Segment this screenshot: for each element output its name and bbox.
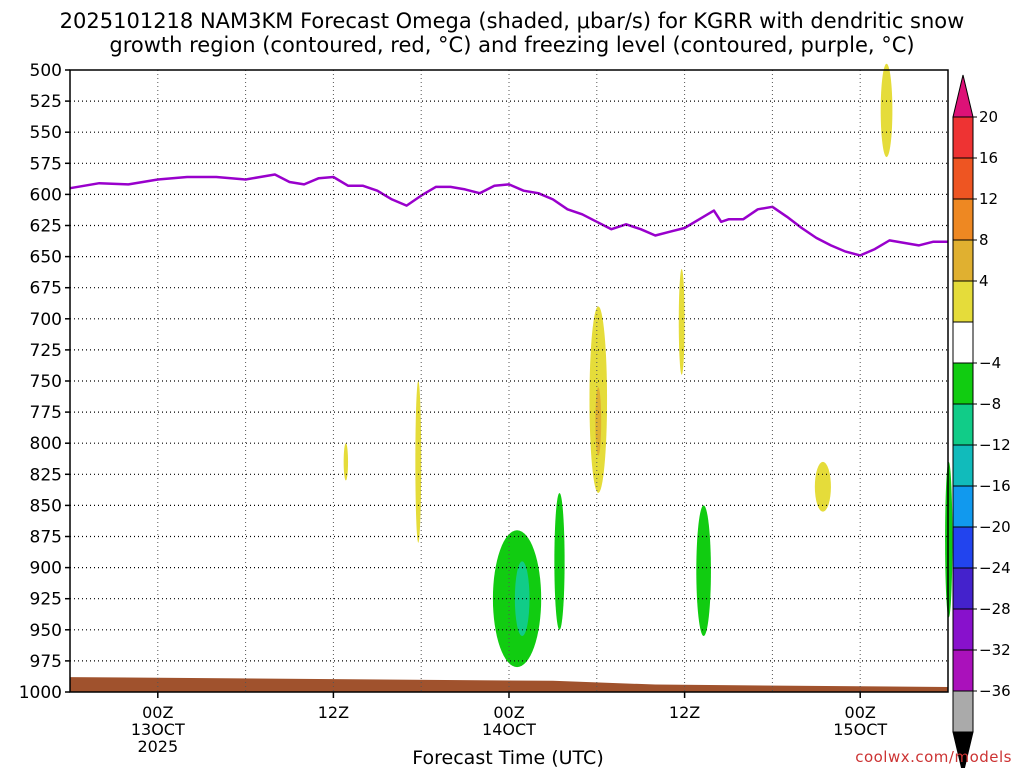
y-tick-label: 525 [30, 92, 62, 112]
colorbar-bottom-arrow [952, 731, 974, 772]
chart-title-line-2: growth region (contoured, red, °C) and f… [109, 33, 914, 57]
y-tick-label: 925 [30, 590, 62, 610]
y-tick-label: 500 [30, 61, 62, 81]
colorbar-tick-label: −12 [979, 436, 1011, 454]
colorbar-tick-label: 4 [979, 272, 989, 290]
x-tick-label: 14OCT [482, 720, 536, 739]
x-tick-label: 13OCT [131, 720, 185, 739]
colorbar-tick-label: 8 [979, 231, 989, 249]
x-axis-label: Forecast Time (UTC) [412, 747, 603, 768]
x-tick-label: 00Z [845, 703, 876, 722]
x-tick-label: 00Z [493, 703, 524, 722]
y-tick-label: 800 [30, 434, 62, 454]
y-tick-label: 725 [30, 341, 62, 361]
x-tick-label: 12Z [669, 703, 700, 722]
omega-region-3 [554, 492, 565, 630]
y-tick-label: 900 [30, 559, 62, 579]
y-tick-label: 675 [30, 279, 62, 299]
omega-region-11 [814, 461, 831, 512]
axes: 500 525 550 575 600 625 650 675 700 725 750 775 800 8… [19, 61, 949, 756]
terrain-band [70, 677, 948, 692]
colorbar-tick-label: 20 [979, 108, 998, 126]
omega-region-10 [678, 269, 685, 375]
y-tick-label: 650 [30, 248, 62, 268]
y-tick-label: 1000 [19, 683, 62, 703]
colorbar-tick-label: −16 [979, 477, 1011, 495]
y-tick-label: 950 [30, 621, 62, 641]
y-tick-label: 775 [30, 403, 62, 423]
chart-title-line-1: 2025101218 NAM3KM Forecast Omega (shaded… [60, 9, 965, 33]
y-tick-label: 625 [30, 217, 62, 237]
colorbar-tick-label: −4 [979, 354, 1001, 372]
plot-area [69, 63, 953, 692]
x-tick-label: 00Z [142, 703, 173, 722]
y-tick-label: 825 [30, 465, 62, 485]
omega-region-9 [595, 387, 602, 456]
colorbar: 20 16 12 8 4 −4 −8 −12 −16 −20 −24 −28 −32 −36 [952, 74, 1011, 772]
colorbar-box [952, 444, 974, 487]
colorbar-box [952, 485, 974, 528]
colorbar-box [952, 116, 974, 159]
freezing-level-line [69, 173, 948, 257]
colorbar-box [952, 567, 974, 610]
x-tick-label: 2025 [137, 737, 178, 756]
colorbar-box [952, 690, 974, 733]
colorbar-tick-label: −24 [979, 559, 1011, 577]
omega-region-6 [343, 443, 349, 481]
colorbar-box [952, 157, 974, 200]
colorbar-box [952, 608, 974, 651]
colorbar-box [952, 198, 974, 241]
y-tick-label: 850 [30, 496, 62, 516]
y-tick-label: 875 [30, 528, 62, 548]
colorbar-tick-label: −8 [979, 395, 1001, 413]
colorbar-box [952, 362, 974, 405]
y-tick-label: 750 [30, 372, 62, 392]
y-tick-label: 975 [30, 652, 62, 672]
y-tick-label: 600 [30, 185, 62, 205]
y-tick-label: 575 [30, 154, 62, 174]
x-tick-label: 12Z [318, 703, 349, 722]
y-tick-label: 550 [30, 123, 62, 143]
x-tick-label: 15OCT [833, 720, 887, 739]
y-tick-label: 700 [30, 310, 62, 330]
omega-region-4 [696, 505, 711, 637]
omega-region-12 [880, 63, 893, 158]
colorbar-box [952, 321, 974, 364]
colorbar-tick-label: −32 [979, 641, 1011, 659]
colorbar-box [952, 526, 974, 569]
colorbar-tick-label: −28 [979, 600, 1011, 618]
credit-text: coolwx.com/models [855, 748, 1012, 766]
colorbar-tick-label: 12 [979, 190, 998, 208]
colorbar-tick-label: −36 [979, 682, 1011, 700]
colorbar-box [952, 280, 974, 323]
omega-region-7 [415, 381, 422, 543]
colorbar-tick-label: 16 [979, 149, 998, 167]
colorbar-box [952, 403, 974, 446]
colorbar-box [952, 649, 974, 692]
colorbar-box [952, 239, 974, 282]
colorbar-tick-label: −20 [979, 518, 1011, 536]
